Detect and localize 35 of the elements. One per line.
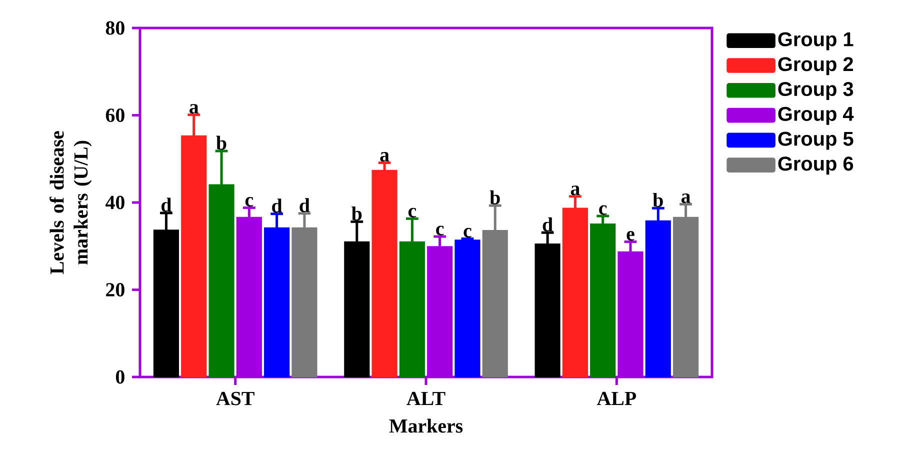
y-tick-label: 20 [106, 283, 124, 296]
legend-label: Group 2 [778, 57, 854, 76]
y-axis-title: Levels of disease markers (U/L) [50, 131, 92, 274]
y-tick-label: 80 [106, 21, 124, 35]
data-label: c [436, 226, 444, 236]
x-tick-label: ALP [596, 392, 636, 405]
y-tick-label: 0 [116, 370, 124, 384]
data-label: d [542, 217, 553, 232]
data-label: b [216, 136, 226, 150]
data-label: d [272, 198, 282, 213]
data-label: d [300, 198, 310, 212]
x-tick-label: AST [216, 392, 254, 406]
data-label: e [626, 231, 634, 241]
y-tick-label: 60 [106, 108, 124, 122]
bar [454, 240, 480, 378]
data-label: c [464, 228, 472, 238]
data-label: c [599, 205, 607, 215]
legend-label: Group 6 [778, 156, 854, 175]
data-label: c [245, 196, 254, 207]
data-label: d [161, 198, 172, 212]
data-label: b [490, 190, 500, 204]
data-label: a [570, 186, 580, 196]
legend-label: Group 4 [778, 106, 854, 125]
data-label: b [352, 206, 362, 220]
data-label: a [190, 104, 199, 114]
data-label: a [681, 194, 690, 204]
legend-label: Group 5 [778, 132, 854, 150]
data-label: c [408, 208, 416, 218]
data-label: a [380, 152, 390, 162]
data-label: b [652, 192, 663, 207]
x-tick-label: ALT [406, 392, 446, 405]
legend-label: Group 3 [778, 82, 854, 100]
y-tick-label: 40 [106, 196, 124, 210]
x-axis-title: Markers [389, 418, 463, 433]
legend-label: Group 1 [778, 32, 854, 50]
